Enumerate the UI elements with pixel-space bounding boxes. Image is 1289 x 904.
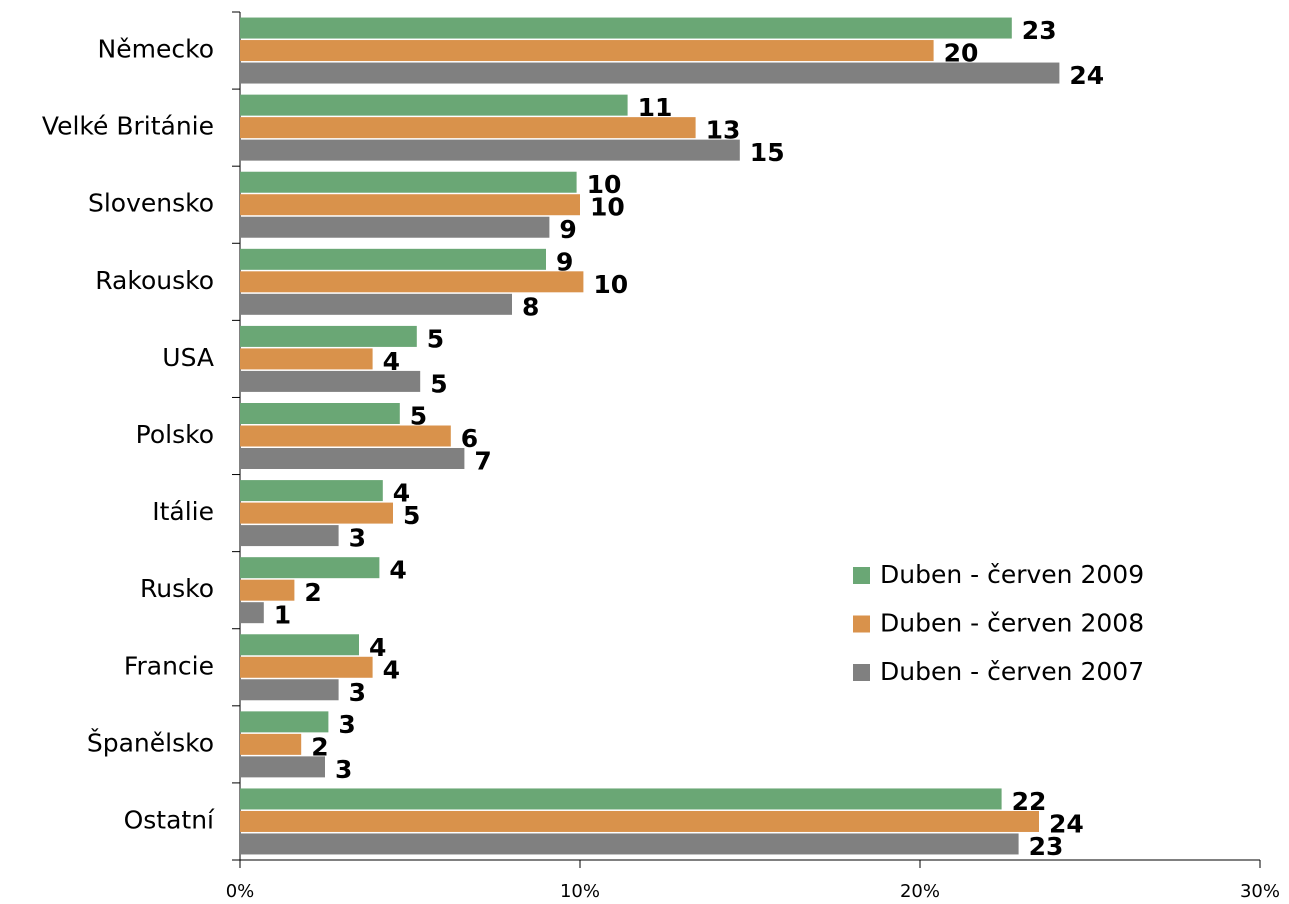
bar	[240, 788, 1002, 810]
value-label: 4	[389, 556, 406, 585]
value-label: 23	[1022, 16, 1057, 45]
bar	[240, 171, 577, 193]
x-tick-label: 20%	[900, 881, 940, 902]
category-label: USA	[162, 343, 214, 372]
value-label: 8	[522, 292, 539, 321]
x-tick-label: 0%	[226, 881, 255, 902]
value-label: 5	[403, 501, 420, 530]
value-label: 10	[593, 270, 628, 299]
bar	[240, 656, 373, 678]
bar	[240, 62, 1060, 84]
value-label: 1	[274, 601, 291, 630]
bar	[240, 271, 584, 293]
value-label: 10	[587, 170, 622, 199]
bar	[240, 348, 373, 370]
bar	[240, 403, 400, 424]
value-label: 2	[311, 732, 328, 761]
legend-label: Duben - červen 2007	[880, 657, 1144, 686]
legend-label: Duben - červen 2008	[880, 609, 1144, 638]
bar	[240, 579, 295, 601]
value-label: 4	[383, 347, 400, 376]
category-label: Velké Británie	[42, 112, 214, 141]
value-label: 7	[474, 447, 491, 476]
value-label: 5	[430, 369, 447, 398]
bar	[240, 679, 339, 701]
category-label: Polsko	[136, 420, 214, 449]
value-label: 4	[369, 633, 386, 662]
x-tick-label: 10%	[560, 881, 600, 902]
value-label: 24	[1069, 61, 1104, 90]
value-label: 3	[335, 755, 352, 784]
bar	[240, 733, 302, 755]
bar	[240, 17, 1012, 39]
value-label: 23	[1029, 832, 1064, 861]
bar	[240, 248, 546, 270]
bar	[240, 325, 417, 347]
bar	[240, 216, 550, 238]
legend-label: Duben - červen 2009	[880, 560, 1144, 589]
value-label: 6	[461, 424, 478, 453]
value-label: 3	[349, 678, 366, 707]
category-label: Francie	[124, 651, 214, 680]
value-label: 24	[1049, 809, 1084, 838]
value-label: 3	[338, 710, 355, 739]
category-label: Španělsko	[87, 727, 214, 757]
bar	[240, 480, 383, 502]
legend-swatch	[853, 615, 870, 633]
bar	[240, 557, 380, 579]
value-label: 4	[383, 655, 400, 684]
bar	[240, 448, 465, 469]
value-label: 15	[750, 138, 785, 167]
category-label: Itálie	[152, 497, 214, 526]
bar	[240, 425, 451, 447]
bar	[240, 293, 512, 315]
bar	[240, 711, 329, 733]
legend-swatch	[853, 567, 870, 584]
value-label: 3	[349, 524, 366, 553]
value-label: 5	[427, 324, 444, 353]
value-label: 10	[590, 193, 625, 222]
bar	[240, 40, 934, 62]
bar	[240, 634, 359, 656]
bar	[240, 117, 696, 139]
bar	[240, 810, 1039, 832]
category-label: Ostatní	[124, 805, 215, 834]
x-tick-label: 30%	[1240, 881, 1280, 902]
bar	[240, 502, 393, 524]
category-label: Rusko	[140, 574, 214, 603]
value-label: 5	[410, 402, 427, 431]
bar	[240, 194, 580, 216]
bar	[240, 602, 264, 624]
bar	[240, 370, 421, 392]
bar	[240, 139, 740, 161]
bar	[240, 756, 325, 778]
value-label: 2	[304, 578, 321, 607]
bar	[240, 833, 1019, 855]
bar	[240, 94, 628, 116]
legend-swatch	[853, 664, 870, 681]
value-label: 4	[393, 479, 410, 508]
category-label: Rakousko	[95, 266, 214, 295]
bar	[240, 525, 339, 547]
value-label: 9	[559, 215, 576, 244]
category-label: Německo	[98, 35, 214, 64]
value-label: 9	[556, 247, 573, 276]
category-label: Slovensko	[88, 189, 214, 218]
